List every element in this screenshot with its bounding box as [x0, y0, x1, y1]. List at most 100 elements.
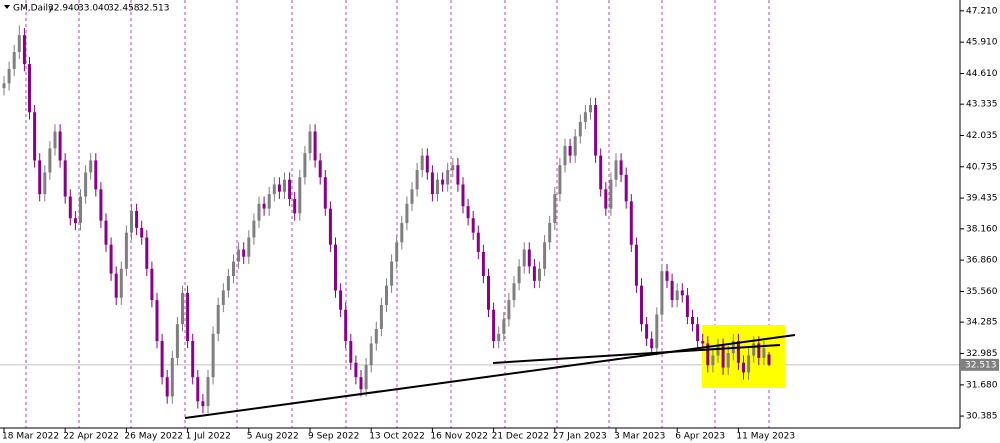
candle-body [527, 249, 531, 267]
trend-line [184, 334, 796, 419]
candle-body [685, 295, 689, 317]
x-tick-label: 9 Sep 2022 [308, 432, 359, 442]
candle-body [706, 343, 710, 366]
candle-body [272, 184, 276, 195]
candle-body [216, 304, 220, 334]
candle-body [395, 242, 399, 262]
y-tick-label: 34.285 [966, 318, 998, 328]
candle-body [456, 165, 460, 185]
y-tick-label: 44.610 [966, 69, 998, 79]
candle-body [68, 196, 72, 219]
candle-body [354, 362, 358, 378]
trend-line [492, 344, 781, 364]
candle-body [308, 131, 312, 154]
candle-body [288, 179, 292, 199]
x-tick-label: 26 May 2022 [124, 432, 183, 442]
candle-body [145, 237, 149, 269]
candle-body [747, 355, 751, 373]
candle-body [400, 223, 404, 243]
y-tick-label: 35.560 [966, 287, 998, 297]
candle-body [517, 266, 521, 284]
candle-body [104, 220, 108, 245]
candle-body [451, 165, 455, 171]
last-price-tag [961, 358, 999, 371]
candle-body [293, 198, 297, 214]
header-open: 32.940 [48, 4, 80, 14]
candle-body [89, 160, 93, 173]
candle-body [252, 220, 256, 238]
candle-body [441, 179, 445, 185]
candle-body [502, 319, 506, 334]
candle-body [466, 206, 470, 219]
candle-body [497, 333, 501, 342]
candle-body [405, 203, 409, 224]
candle-body [476, 232, 480, 252]
candle-body [558, 165, 562, 195]
candle-body [670, 280, 674, 301]
candle-body [624, 174, 628, 202]
candle-body [186, 292, 190, 342]
candle-body [247, 237, 251, 257]
candle-body [165, 377, 169, 397]
candle-body [28, 64, 31, 113]
candle-body [181, 292, 184, 325]
candle-body [461, 184, 465, 207]
candles [2, 25, 771, 414]
x-tick-label: 21 Dec 2022 [492, 432, 549, 442]
candle-body [242, 249, 246, 257]
candle-body [237, 249, 241, 262]
candle-body [568, 145, 572, 156]
y-tick-label: 42.035 [966, 131, 998, 141]
candle-body [619, 160, 623, 175]
candle-body [716, 345, 720, 356]
candle-body [344, 309, 348, 342]
candle-body [548, 223, 552, 243]
candle-body [12, 52, 16, 69]
candle-body [283, 179, 286, 192]
candle-body [38, 160, 42, 195]
y-tick-label: 31.680 [966, 380, 998, 390]
candle-body [614, 160, 618, 180]
candle-body [160, 341, 164, 378]
candle-body [645, 324, 649, 339]
candle-body [175, 324, 179, 358]
candle-body [701, 341, 705, 344]
candle-body [201, 401, 205, 407]
candle-body [767, 354, 771, 365]
candle-body [573, 136, 577, 156]
candle-body [711, 355, 715, 366]
candle-body [211, 333, 215, 378]
candle-body [267, 194, 271, 209]
candle-body [390, 261, 394, 286]
candle-body [655, 314, 659, 349]
candle-body [257, 203, 261, 221]
candle-body [73, 218, 77, 224]
candle-body [742, 362, 745, 373]
candle-body [522, 249, 526, 267]
candle-body [532, 266, 536, 281]
menu-arrow [4, 5, 10, 9]
candle-body [752, 343, 756, 356]
candle-body [33, 112, 37, 161]
candle-body [762, 348, 766, 358]
candle-body [221, 290, 225, 305]
x-tick-label: 1 Jul 2022 [186, 432, 231, 442]
candle-body [339, 290, 343, 310]
candle-body [507, 300, 511, 320]
y-tick-label: 30.385 [966, 412, 998, 422]
candle-body [757, 343, 761, 358]
candle-body [583, 112, 587, 122]
candle-body [563, 145, 567, 166]
candle-body [109, 244, 113, 274]
x-tick-label: 16 Nov 2022 [430, 432, 488, 442]
y-tick-label: 47.210 [966, 6, 998, 16]
y-tick-label: 43.335 [966, 100, 998, 110]
candle-body [538, 268, 541, 281]
x-tick-label: 27 Jan 2023 [553, 432, 607, 442]
candle-body [471, 218, 475, 233]
x-tick-label: 13 Oct 2022 [369, 432, 425, 442]
candle-body [349, 341, 353, 363]
x-tick-label: 6 Apr 2023 [675, 432, 725, 442]
